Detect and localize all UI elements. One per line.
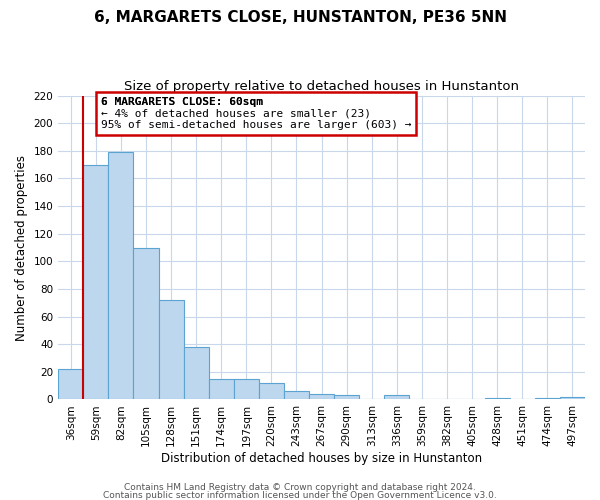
Text: Contains public sector information licensed under the Open Government Licence v3: Contains public sector information licen… (103, 490, 497, 500)
Bar (109, 152, 133, 400)
X-axis label: Distribution of detached houses by size in Hunstanton: Distribution of detached houses by size … (161, 452, 482, 465)
Bar (133, 248, 158, 400)
Text: 6 MARGARETS CLOSE: 60sqm
← 4% of detached houses are smaller (23)
95% of semi-de: 6 MARGARETS CLOSE: 60sqm ← 4% of detache… (101, 97, 412, 130)
Bar (184, 347, 209, 400)
Bar (259, 383, 284, 400)
Bar (58, 369, 83, 400)
Y-axis label: Number of detached properties: Number of detached properties (15, 154, 28, 340)
Bar (83, 164, 109, 400)
Title: Size of property relative to detached houses in Hunstanton: Size of property relative to detached ho… (124, 80, 519, 93)
Text: 6 MARGARETS CLOSE: 60sqm: 6 MARGARETS CLOSE: 60sqm (101, 97, 263, 107)
Text: 6, MARGARETS CLOSE, HUNSTANTON, PE36 5NN: 6, MARGARETS CLOSE, HUNSTANTON, PE36 5NN (94, 10, 506, 25)
Bar (234, 378, 259, 400)
Bar (560, 396, 585, 400)
Bar (535, 398, 560, 400)
Bar (334, 396, 359, 400)
Bar (209, 378, 234, 400)
Text: Contains HM Land Registry data © Crown copyright and database right 2024.: Contains HM Land Registry data © Crown c… (124, 484, 476, 492)
Bar (485, 398, 510, 400)
Bar (158, 300, 184, 400)
Bar (284, 391, 309, 400)
Bar (309, 394, 334, 400)
Bar (385, 396, 409, 400)
